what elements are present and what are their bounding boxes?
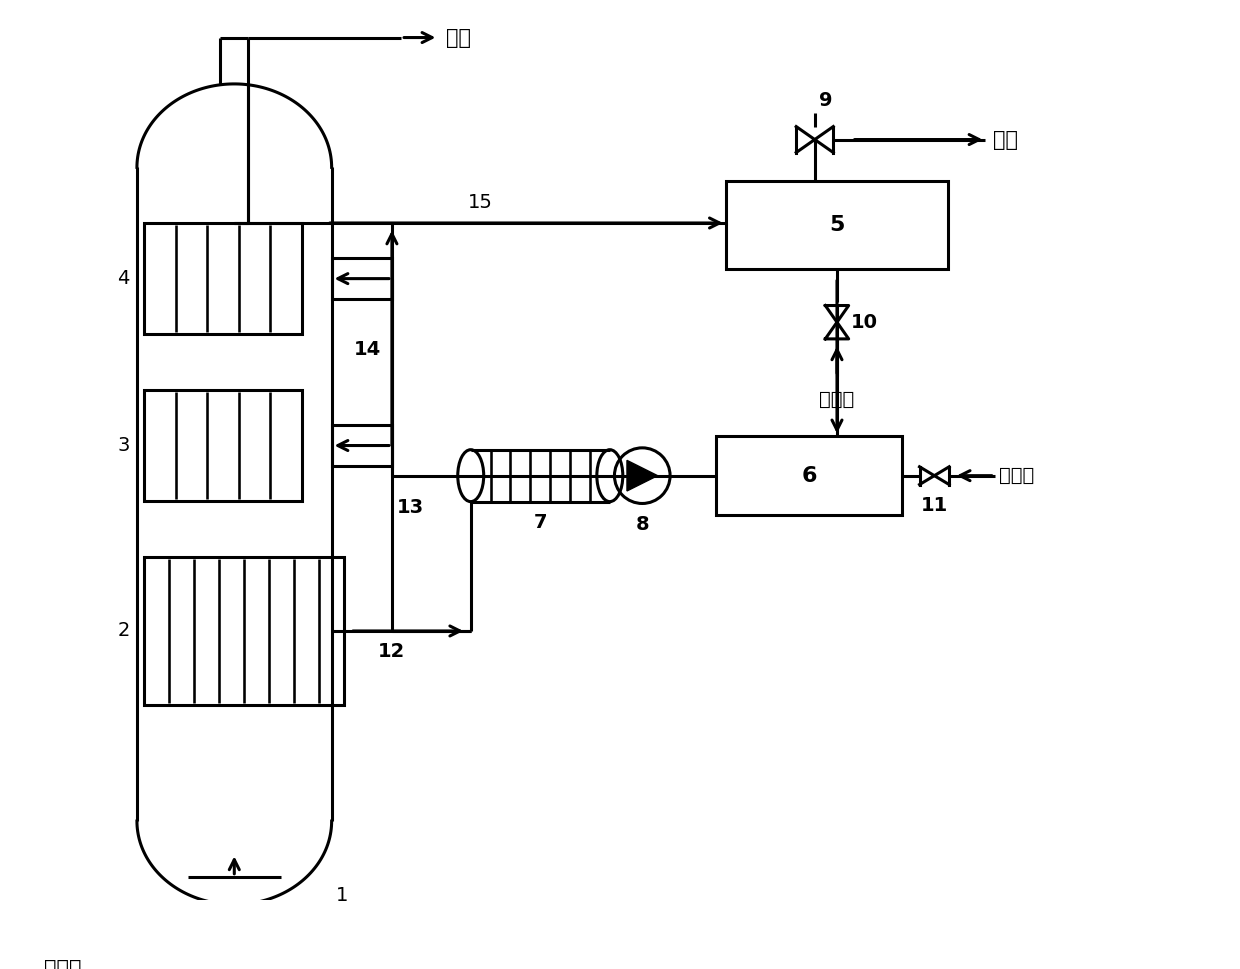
Bar <box>331 258 392 299</box>
Bar <box>144 390 303 501</box>
Bar <box>144 223 303 334</box>
Text: 补充水: 补充水 <box>999 466 1034 485</box>
Text: 10: 10 <box>851 313 878 331</box>
Text: 产气: 产气 <box>445 27 471 47</box>
Text: 15: 15 <box>467 193 492 212</box>
Text: 11: 11 <box>921 496 947 515</box>
Bar <box>144 557 343 705</box>
Text: 12: 12 <box>378 642 405 661</box>
Text: 1: 1 <box>336 886 348 905</box>
Text: 9: 9 <box>820 91 833 109</box>
Text: 14: 14 <box>353 340 381 359</box>
Text: 2: 2 <box>117 621 129 641</box>
Text: 6: 6 <box>801 466 817 485</box>
Bar <box>717 436 901 516</box>
Bar <box>725 181 949 269</box>
Text: 合成气: 合成气 <box>43 959 82 969</box>
Bar <box>331 425 392 466</box>
Text: 3: 3 <box>117 436 129 455</box>
Text: 13: 13 <box>397 498 424 517</box>
Text: 7: 7 <box>533 513 547 532</box>
Text: 补充水: 补充水 <box>820 390 854 409</box>
Text: 8: 8 <box>635 515 649 534</box>
Text: 蒸汽: 蒸汽 <box>993 130 1018 149</box>
Polygon shape <box>627 460 657 491</box>
Text: 5: 5 <box>830 215 844 235</box>
Text: 4: 4 <box>117 269 129 288</box>
